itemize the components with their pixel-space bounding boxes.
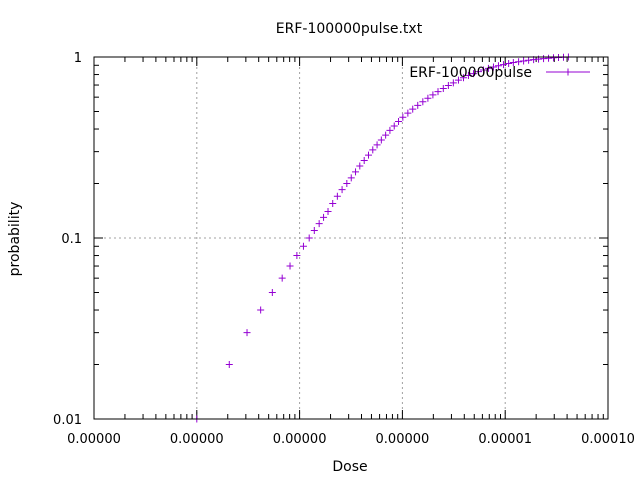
- data-point: [515, 58, 523, 66]
- legend-sample: [546, 68, 590, 76]
- legend-label: ERF-100000pulse: [409, 65, 532, 81]
- data-point: [505, 60, 513, 68]
- y-tick-label: 0.1: [61, 232, 82, 247]
- data-point: [278, 274, 286, 282]
- x-axis-label: Dose: [332, 459, 367, 475]
- data-point: [360, 157, 368, 165]
- data-point: [464, 72, 472, 80]
- data-point: [484, 64, 492, 72]
- data-point: [390, 122, 398, 130]
- data-point: [356, 162, 364, 170]
- y-tick-label: 1: [74, 51, 82, 66]
- data-point: [310, 227, 318, 235]
- data-point: [395, 118, 403, 126]
- data-point: [377, 136, 385, 144]
- x-tick-label: 0.00001: [478, 432, 532, 447]
- chart-title: ERF-100000pulse.txt: [276, 21, 423, 37]
- data-point: [444, 81, 452, 89]
- y-axis-label: probability: [7, 202, 23, 277]
- data-point: [399, 113, 407, 121]
- data-point: [489, 63, 497, 71]
- data-point: [352, 168, 360, 176]
- data-point: [333, 192, 341, 200]
- data-point: [409, 105, 417, 113]
- x-tick-label: 0.00000: [170, 432, 224, 447]
- data-point: [225, 361, 233, 369]
- data-point: [382, 131, 390, 139]
- data-point: [454, 76, 462, 84]
- data-point: [429, 91, 437, 99]
- data-point: [320, 213, 328, 221]
- y-tick-label: 0.01: [53, 413, 82, 428]
- x-tick-label: 0.00010: [581, 432, 635, 447]
- data-point: [386, 126, 394, 134]
- data-point: [470, 70, 478, 78]
- data-point: [305, 234, 313, 242]
- data-point: [315, 220, 323, 228]
- data-point: [373, 141, 381, 149]
- data-point: [286, 262, 294, 270]
- x-tick-label: 0.00000: [67, 432, 121, 447]
- data-point: [243, 329, 251, 337]
- legend-marker: [564, 68, 572, 76]
- data-point: [475, 68, 483, 76]
- data-point: [520, 57, 528, 65]
- data-point: [268, 288, 276, 296]
- data-point: [525, 56, 533, 64]
- data-point: [449, 79, 457, 87]
- grid-lines: [94, 57, 608, 419]
- data-point: [369, 146, 377, 154]
- data-point: [299, 242, 307, 250]
- data-point: [257, 306, 265, 314]
- data-point: [424, 94, 432, 102]
- data-point: [324, 208, 332, 216]
- data-point: [479, 66, 487, 74]
- data-point: [343, 180, 351, 188]
- data-point: [460, 74, 468, 82]
- data-point: [499, 61, 507, 69]
- data-point: [434, 88, 442, 96]
- data-point: [419, 98, 427, 106]
- data-point: [494, 62, 502, 70]
- x-tick-label: 0.00000: [273, 432, 327, 447]
- x-tick-label: 0.00000: [376, 432, 430, 447]
- data-point: [293, 252, 301, 260]
- data-point: [365, 151, 373, 159]
- data-point: [347, 174, 355, 182]
- data-point: [439, 84, 447, 92]
- legend: ERF-100000pulse: [409, 65, 590, 81]
- data-point: [509, 59, 517, 67]
- data-point: [329, 200, 337, 208]
- data-point: [338, 186, 346, 194]
- data-point: [414, 101, 422, 109]
- plot-frame: [93, 56, 609, 420]
- data-point: [404, 109, 412, 117]
- tick-labels: 0.00000 0.00000 0.00000 0.00000 0.00001 0.000…: [53, 51, 635, 447]
